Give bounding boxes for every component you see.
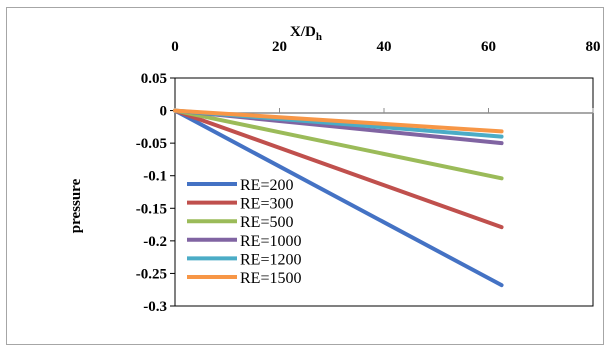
y-tick-label: -0.25 xyxy=(136,266,167,282)
legend-label: RE=1000 xyxy=(240,233,301,250)
series-line-re-500 xyxy=(173,108,504,181)
legend-label: RE=1500 xyxy=(240,270,301,287)
chart-svg: 0 20 40 60 800.050-0.05-0.1-0.15-0.2-0.25-0.… xyxy=(68,24,601,315)
y-tick-label: 0 xyxy=(160,104,168,120)
x-axis-title: X/Dh xyxy=(290,24,322,43)
legend-label: RE=200 xyxy=(240,177,293,194)
x-tick-label: 20 xyxy=(272,39,287,55)
y-tick-label: -0.1 xyxy=(143,169,167,185)
y-axis-title: pressure xyxy=(68,178,84,233)
x-tick-label: 60 xyxy=(481,39,496,55)
series-line-re-200 xyxy=(173,108,504,288)
series-layer xyxy=(173,108,504,288)
x-tick-label: 0 xyxy=(171,39,179,55)
series-line-re-300 xyxy=(173,108,504,230)
y-tick-label: -0.15 xyxy=(136,201,167,217)
plot-area xyxy=(174,77,594,307)
x-axis-title-subscript: h xyxy=(316,31,322,43)
x-tick-label: 80 xyxy=(586,39,601,55)
y-tick-label: -0.2 xyxy=(143,234,167,250)
legend-label: RE=500 xyxy=(240,214,293,231)
series-line-re-1500 xyxy=(173,108,504,134)
y-tick-label: 0.05 xyxy=(141,71,167,87)
y-tick-label: -0.05 xyxy=(136,136,167,152)
axes-layer: 0 20 40 60 800.050-0.05-0.1-0.15-0.2-0.25-0.… xyxy=(136,39,601,315)
legend-label: RE=300 xyxy=(240,196,293,213)
x-tick-label: 40 xyxy=(377,39,392,55)
legend-label: RE=1200 xyxy=(240,251,301,268)
chart-frame: 0 20 40 60 80 0.05 0 -0.05 -0.1 -0.15 -0.2 -0.25 -0.… xyxy=(6,7,604,345)
y-tick-label: -0.3 xyxy=(143,299,167,315)
